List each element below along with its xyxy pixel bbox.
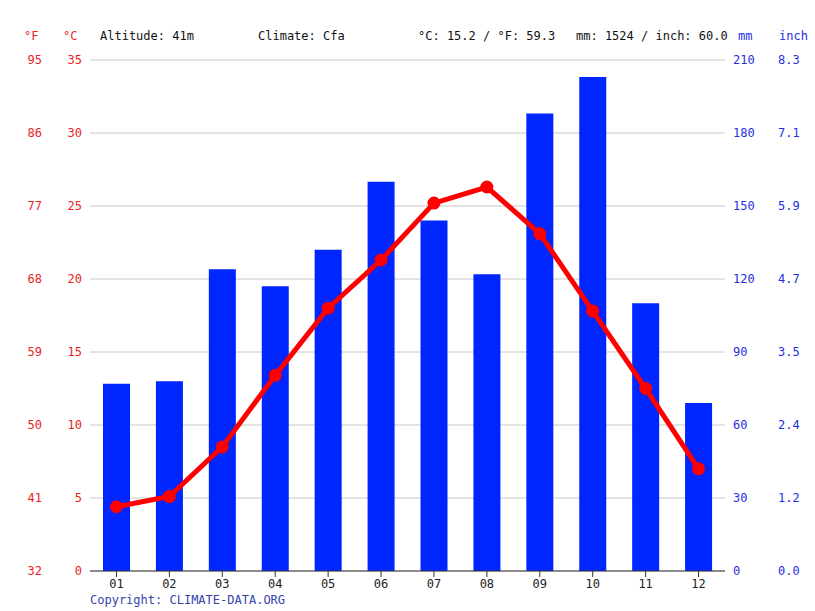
svg-text:07: 07 — [427, 577, 441, 591]
svg-text:95: 95 — [28, 53, 42, 67]
html-text:mm: 1524 / inch: 60.0: mm: 1524 / inch: 60.0 — [576, 29, 728, 43]
svg-text:10: 10 — [68, 418, 82, 432]
svg-text:04: 04 — [268, 577, 282, 591]
svg-text:210: 210 — [733, 53, 755, 67]
svg-text:35: 35 — [68, 53, 82, 67]
html-text:Climate: Cfa: Climate: Cfa — [258, 29, 345, 43]
svg-text:5.9: 5.9 — [778, 199, 800, 213]
svg-text:0.0: 0.0 — [778, 564, 800, 578]
html-text:inch: inch — [779, 29, 808, 43]
html-text:mm: mm — [738, 29, 753, 43]
svg-text:20: 20 — [68, 272, 82, 286]
svg-text:15: 15 — [68, 345, 82, 359]
svg-text:0: 0 — [733, 564, 740, 578]
svg-text:08: 08 — [480, 577, 494, 591]
svg-text:05: 05 — [321, 577, 335, 591]
svg-text:1.2: 1.2 — [778, 491, 800, 505]
svg-text:150: 150 — [733, 199, 755, 213]
svg-text:90: 90 — [733, 345, 747, 359]
svg-text:02: 02 — [162, 577, 176, 591]
svg-text:32: 32 — [28, 564, 42, 578]
svg-text:2.4: 2.4 — [778, 418, 800, 432]
html-text:°F: °F — [24, 29, 39, 43]
svg-text:01: 01 — [109, 577, 123, 591]
svg-text:12: 12 — [691, 577, 705, 591]
svg-text:30: 30 — [733, 491, 747, 505]
svg-text:77: 77 — [28, 199, 42, 213]
svg-text:8.3: 8.3 — [778, 53, 800, 67]
svg-text:06: 06 — [374, 577, 388, 591]
svg-text:41: 41 — [28, 491, 42, 505]
svg-text:0: 0 — [75, 564, 82, 578]
svg-text:60: 60 — [733, 418, 747, 432]
svg-text:30: 30 — [68, 126, 82, 140]
svg-text:7.1: 7.1 — [778, 126, 800, 140]
svg-text:03: 03 — [215, 577, 229, 591]
html-text:Copyright: CLIMATE-DATA.ORG: Copyright: CLIMATE-DATA.ORG — [90, 593, 286, 607]
svg-text:120: 120 — [733, 272, 755, 286]
svg-text:11: 11 — [638, 577, 652, 591]
html-text:°C: 15.2 / °F: 59.3: °C: 15.2 / °F: 59.3 — [418, 29, 556, 43]
svg-text:180: 180 — [733, 126, 755, 140]
svg-text:3.5: 3.5 — [778, 345, 800, 359]
svg-text:68: 68 — [28, 272, 42, 286]
svg-text:50: 50 — [28, 418, 42, 432]
svg-text:09: 09 — [533, 577, 547, 591]
html-text:Altitude: 41m: Altitude: 41m — [100, 29, 194, 43]
svg-text:4.7: 4.7 — [778, 272, 800, 286]
svg-text:10: 10 — [585, 577, 599, 591]
svg-text:25: 25 — [68, 199, 82, 213]
html-text:°C: °C — [63, 29, 78, 43]
svg-text:59: 59 — [28, 345, 42, 359]
svg-text:86: 86 — [28, 126, 42, 140]
svg-text:5: 5 — [75, 491, 82, 505]
